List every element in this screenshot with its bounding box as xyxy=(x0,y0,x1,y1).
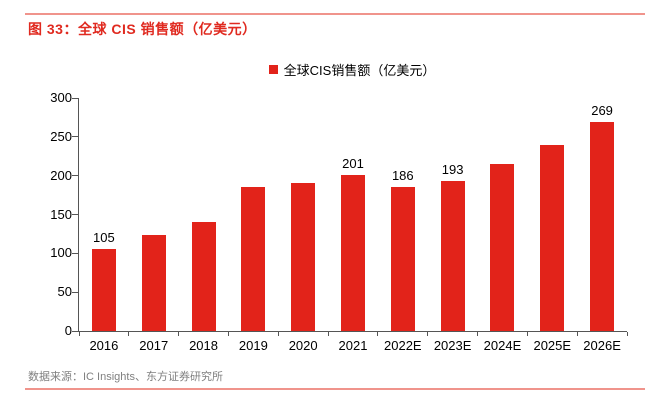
bar-2026E xyxy=(590,122,615,331)
x-axis-tick-8 xyxy=(477,332,479,336)
bar-2022E xyxy=(390,187,415,331)
x-axis-label-2018: 2018 xyxy=(189,338,218,353)
x-axis-label-2017: 2017 xyxy=(139,338,169,353)
y-axis-tick-50 xyxy=(72,291,78,293)
x-axis-tick-6 xyxy=(377,332,379,336)
x-axis-label-2024E: 2024E xyxy=(483,338,522,353)
legend-label: 全球CIS销售额（亿美元） xyxy=(283,63,436,78)
y-axis-label-250: 250 xyxy=(50,128,72,144)
bar-value-label-2023E: 193 xyxy=(441,162,464,177)
x-axis-label-2021: 2021 xyxy=(338,338,368,353)
y-axis-tick-250 xyxy=(72,136,78,138)
bottom-separator-line xyxy=(25,388,645,390)
bar-value-label-2021: 201 xyxy=(342,156,364,171)
x-axis-tick-7 xyxy=(427,332,429,336)
bar-2017 xyxy=(141,235,166,331)
y-axis-label-300: 300 xyxy=(50,90,72,105)
x-axis-tick-9 xyxy=(526,332,528,336)
bar-2023E xyxy=(440,181,465,331)
y-axis-label-200: 200 xyxy=(50,167,72,183)
bar-2018 xyxy=(191,222,216,331)
x-axis-tick-11 xyxy=(626,332,628,336)
data-source-note: 数据来源：IC Insights、东方证券研究所 xyxy=(28,371,223,383)
x-axis-tick-3 xyxy=(227,332,229,336)
y-axis-label-0: 0 xyxy=(64,323,72,338)
x-axis-label-2023E: 2023E xyxy=(433,338,472,353)
x-axis-label-2020: 2020 xyxy=(288,338,318,353)
bar-2024E xyxy=(490,164,515,331)
y-axis-tick-300 xyxy=(72,97,78,99)
x-axis-label-2022E: 2022E xyxy=(384,338,422,353)
y-axis-tick-100 xyxy=(72,252,78,254)
x-axis-label-2016: 2016 xyxy=(89,338,119,353)
y-axis-label-50: 50 xyxy=(57,284,72,300)
bar-value-label-2022E: 186 xyxy=(391,168,414,183)
y-axis-tick-200 xyxy=(72,175,78,177)
y-axis-tick-150 xyxy=(72,214,78,215)
x-axis-label-2025E: 2025E xyxy=(533,338,572,353)
x-axis-label-2019: 2019 xyxy=(238,338,268,353)
bar-2020 xyxy=(291,183,316,331)
x-axis-tick-10 xyxy=(576,332,578,336)
bar-2021 xyxy=(341,175,365,331)
bar-2019 xyxy=(241,187,266,331)
bar-value-label-2016: 105 xyxy=(93,230,115,245)
x-axis-tick-4 xyxy=(277,332,279,336)
top-separator-line xyxy=(25,13,645,15)
x-axis-tick-0 xyxy=(78,332,80,336)
y-axis-label-100: 100 xyxy=(50,245,72,261)
bar-value-label-2026E: 269 xyxy=(591,103,613,118)
x-axis-tick-2 xyxy=(178,332,180,336)
y-axis-label-150: 150 xyxy=(50,206,72,222)
x-axis-tick-5 xyxy=(327,332,329,336)
y-axis-tick-0 xyxy=(72,330,78,332)
bar-2016 xyxy=(91,249,116,331)
x-axis-tick-1 xyxy=(128,332,130,336)
figure-title: 图 33：全球 CIS 销售额（亿美元） xyxy=(28,21,257,37)
bar-2025E xyxy=(540,145,565,331)
plot-area: 0 50 100 150 200 250 300 2016 105 2017 2018 2019 202… xyxy=(50,90,628,353)
legend-marker-square xyxy=(268,65,278,74)
x-axis-label-2026E: 2026E xyxy=(583,338,621,353)
chart-legend: 全球CIS销售额（亿美元） xyxy=(78,60,626,79)
